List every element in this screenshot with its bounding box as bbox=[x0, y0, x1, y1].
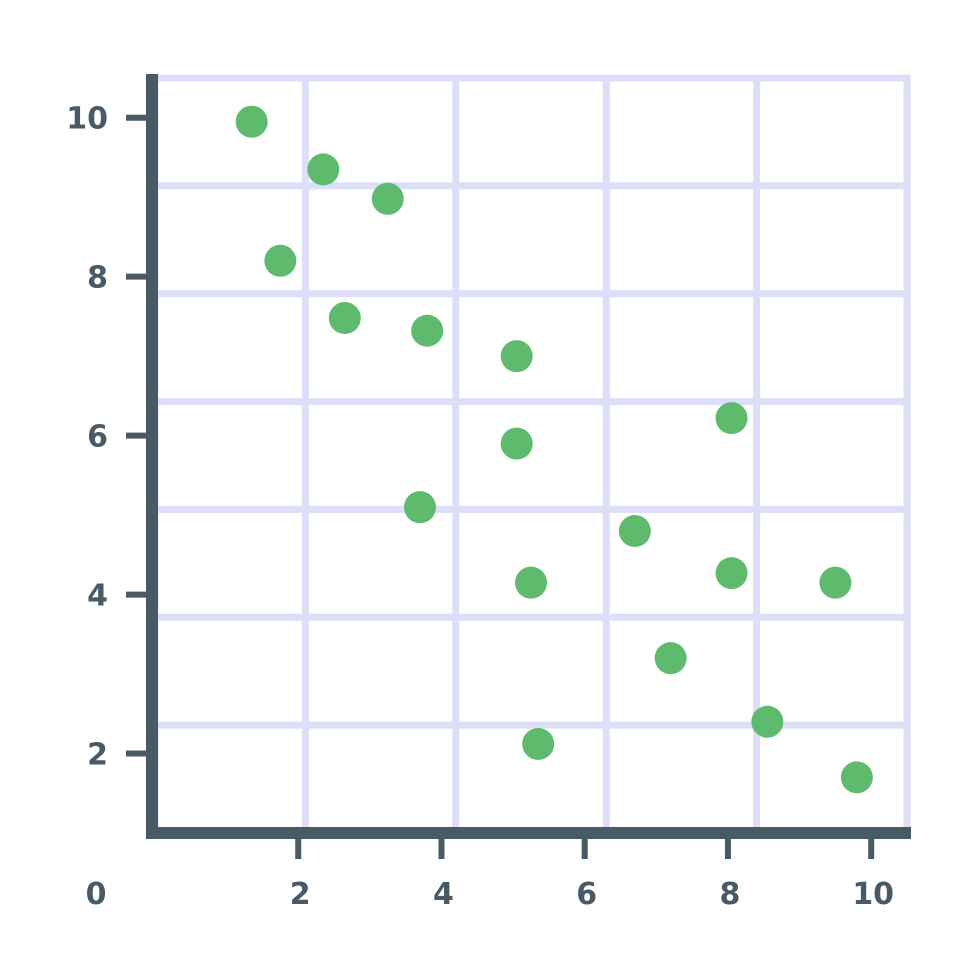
data-point bbox=[751, 705, 784, 738]
y-tick-label: 4 bbox=[87, 579, 108, 614]
data-point bbox=[618, 515, 651, 547]
data-point bbox=[715, 557, 748, 590]
data-point bbox=[715, 402, 748, 435]
tick-labels: 2 4 6 8 10 2 4 6 8 10 0 bbox=[66, 102, 894, 912]
origin-label: 0 bbox=[86, 877, 107, 912]
data-point bbox=[654, 642, 687, 675]
x-tick-label: 4 bbox=[433, 877, 454, 912]
x-tick-label: 6 bbox=[576, 877, 597, 912]
data-point bbox=[235, 105, 268, 138]
data-points bbox=[235, 105, 873, 794]
data-point bbox=[403, 491, 436, 524]
grid bbox=[151, 74, 911, 837]
data-point bbox=[819, 566, 852, 599]
data-point bbox=[264, 244, 297, 277]
axes bbox=[126, 74, 911, 859]
data-point bbox=[500, 427, 533, 460]
data-point bbox=[500, 340, 533, 373]
y-tick-label: 6 bbox=[87, 420, 108, 455]
data-point bbox=[522, 727, 555, 760]
data-point bbox=[328, 302, 361, 335]
data-point bbox=[371, 182, 404, 215]
data-point bbox=[307, 153, 340, 186]
x-tick-label: 10 bbox=[852, 877, 894, 912]
grid-border bbox=[151, 74, 911, 837]
data-point bbox=[840, 761, 873, 794]
y-tick-label: 10 bbox=[66, 102, 108, 137]
data-point bbox=[411, 314, 444, 347]
x-tick-label: 2 bbox=[290, 877, 311, 912]
y-tick-label: 8 bbox=[87, 261, 108, 296]
x-tick-label: 8 bbox=[720, 877, 741, 912]
y-tick-label: 2 bbox=[87, 738, 108, 773]
data-point bbox=[515, 566, 547, 599]
